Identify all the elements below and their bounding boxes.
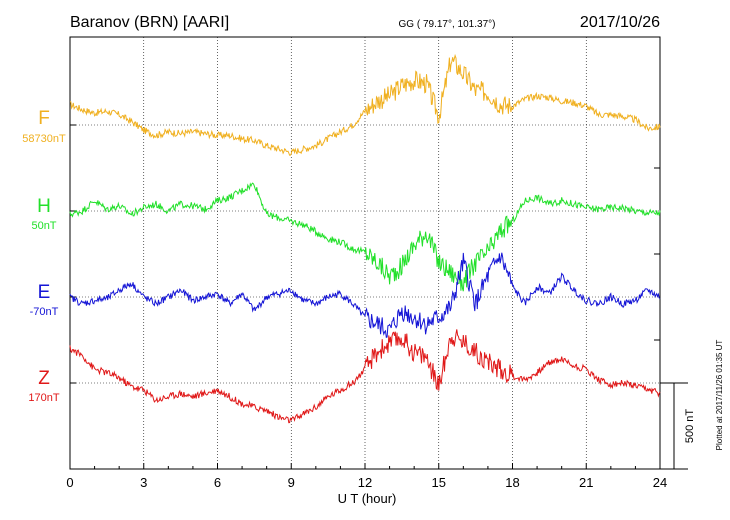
series-label-f: F: [38, 108, 50, 129]
x-axis-label: U T (hour): [338, 491, 397, 506]
station-title: Baranov (BRN) [AARI]: [70, 14, 229, 31]
series-label-e: E: [38, 282, 51, 303]
series-baseline-e: -70nT: [30, 306, 59, 318]
x-tick-label-6: 6: [214, 475, 221, 490]
x-tick-label-12: 12: [358, 475, 372, 490]
x-tick-label-15: 15: [432, 475, 446, 490]
plotted-timestamp: Plotted at 2017/11/26 01:35 UT: [715, 340, 724, 451]
series-line-e: [69, 252, 661, 338]
series-line-f: [69, 53, 661, 156]
series-baseline-f: 58730nT: [22, 133, 66, 145]
plot-date: 2017/10/26: [580, 14, 660, 31]
geo-coordinates: GG ( 79.17°, 101.37°): [399, 19, 496, 30]
x-axis-ticks: 0 3 6 9 12 15 18 21 24: [66, 463, 667, 490]
series-line-z: [69, 329, 661, 424]
scale-bar-label: 500 nT: [684, 409, 696, 444]
series-label-z: Z: [38, 368, 50, 389]
series-baseline-h: 50nT: [31, 220, 56, 232]
series-baseline-z: 170nT: [28, 392, 59, 404]
x-tick-label-24: 24: [653, 475, 667, 490]
series-line-h: [69, 182, 661, 292]
x-tick-label-3: 3: [140, 475, 147, 490]
x-tick-label-0: 0: [66, 475, 73, 490]
x-tick-label-18: 18: [505, 475, 519, 490]
series-label-h: H: [37, 196, 51, 217]
x-tick-label-9: 9: [288, 475, 295, 490]
scale-bar: [660, 382, 688, 470]
x-tick-label-21: 21: [579, 475, 593, 490]
series-lines: [69, 53, 661, 424]
